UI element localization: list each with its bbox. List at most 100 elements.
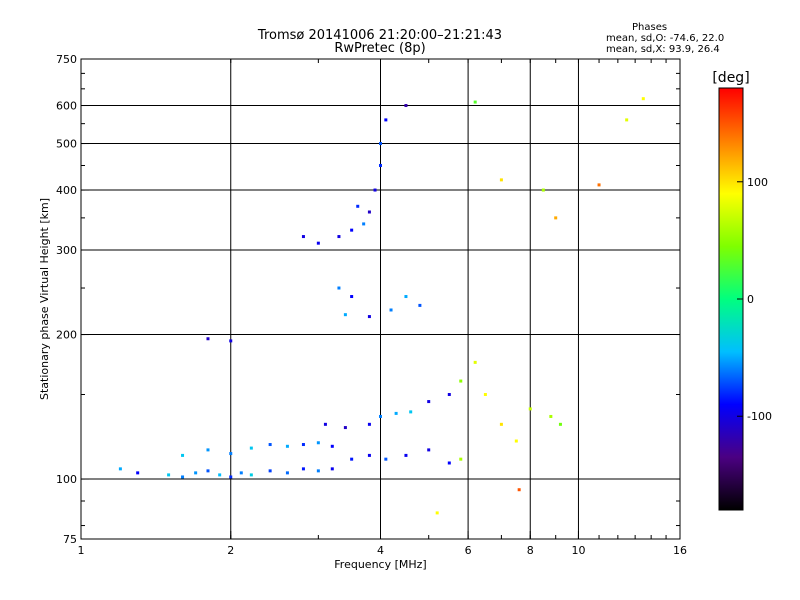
x-tick-label: 10 (571, 544, 585, 557)
data-point (301, 467, 305, 471)
data-point (483, 393, 487, 397)
data-point (362, 222, 366, 226)
phase-stats-x: mean, sd,X: 93.9, 26.4 (606, 44, 720, 55)
data-point (473, 100, 477, 104)
x-tick-label: 8 (527, 544, 534, 557)
data-point (323, 422, 327, 426)
data-point (384, 118, 388, 122)
data-point (285, 444, 289, 448)
phases-heading: Phases (632, 22, 668, 33)
data-point (268, 469, 272, 473)
data-point (373, 188, 377, 192)
data-point (330, 444, 334, 448)
data-point (379, 414, 382, 418)
data-point (541, 188, 545, 192)
data-point (384, 457, 388, 461)
data-point (337, 286, 341, 290)
y-tick-label: 200 (56, 329, 77, 342)
data-point (447, 393, 451, 397)
x-tick-label: 2 (227, 544, 234, 557)
data-point (499, 178, 503, 182)
data-point (301, 443, 305, 447)
data-point (218, 473, 222, 477)
data-point (447, 461, 451, 465)
data-point (316, 469, 320, 473)
y-tick-label: 300 (56, 244, 77, 257)
phase-stats-o: mean, sd,O: -74.6, 22.0 (606, 33, 725, 44)
data-point (435, 511, 439, 515)
data-point (343, 426, 347, 430)
data-point (330, 467, 334, 471)
x-axis: 1 2 4 6 8 10 16 (78, 59, 687, 557)
data-point (285, 471, 289, 475)
data-point (625, 118, 629, 122)
data-point (404, 295, 408, 299)
data-point (394, 411, 398, 415)
data-point (194, 471, 198, 475)
data-point (459, 457, 463, 461)
data-point (343, 313, 347, 317)
data-point (316, 241, 320, 245)
data-point (249, 473, 253, 477)
data-point (249, 446, 253, 450)
x-axis-label: Frequency [MHz] (334, 558, 426, 571)
data-point (404, 453, 408, 457)
colorbar-tick-label: 100 (747, 176, 768, 189)
data-point (229, 452, 233, 456)
data-point (367, 422, 371, 426)
data-point (268, 443, 272, 447)
data-point (404, 104, 408, 108)
data-point (528, 407, 532, 411)
data-point (409, 410, 413, 414)
chart-title: Tromsø 20141006 21:20:00–21:21:43 (257, 28, 503, 43)
data-point (549, 414, 553, 418)
colorbar-tick-label: 0 (747, 293, 754, 306)
data-point (641, 97, 645, 101)
data-point (517, 488, 521, 492)
data-point (558, 422, 562, 426)
data-points (118, 97, 645, 515)
chart-subtitle: RwPretec (8p) (334, 41, 426, 56)
data-point (337, 235, 341, 239)
y-tick-label: 500 (56, 138, 77, 151)
y-axis: 75 100 200 300 400 500 600 750 (56, 53, 680, 546)
colorbar-tick-label: -100 (747, 410, 772, 423)
data-point (301, 235, 305, 239)
data-point (554, 216, 558, 220)
y-tick-label: 400 (56, 184, 77, 197)
data-point (427, 448, 431, 452)
x-tick-label: 1 (78, 544, 85, 557)
data-point (379, 142, 382, 146)
data-point (206, 448, 210, 452)
data-point (118, 467, 122, 471)
data-point (239, 471, 243, 475)
y-tick-label: 750 (56, 53, 77, 66)
x-tick-label: 6 (465, 544, 472, 557)
data-point (167, 473, 171, 477)
x-tick-label: 4 (377, 544, 384, 557)
data-point (181, 453, 185, 457)
data-point (206, 469, 210, 473)
data-point (181, 475, 185, 479)
data-point (136, 471, 140, 475)
data-point (473, 360, 477, 364)
data-point (356, 204, 360, 208)
y-tick-label: 100 (56, 473, 77, 486)
y-axis-label: Stationary phase Virtual Height [km] (38, 198, 51, 400)
colorbar-ticks: 100 0 -100 (737, 176, 772, 423)
y-tick-label: 600 (56, 100, 77, 113)
data-point (316, 441, 320, 445)
data-point (427, 400, 431, 404)
y-tick-label: 75 (63, 533, 77, 546)
data-point (367, 210, 371, 214)
data-point (367, 453, 371, 457)
data-point (367, 315, 371, 319)
grid-lines (81, 59, 680, 539)
data-point (379, 163, 382, 167)
x-tick-label: 16 (673, 544, 687, 557)
data-point (350, 295, 354, 299)
data-point (499, 422, 503, 426)
data-point (389, 308, 393, 312)
data-point (418, 303, 422, 307)
